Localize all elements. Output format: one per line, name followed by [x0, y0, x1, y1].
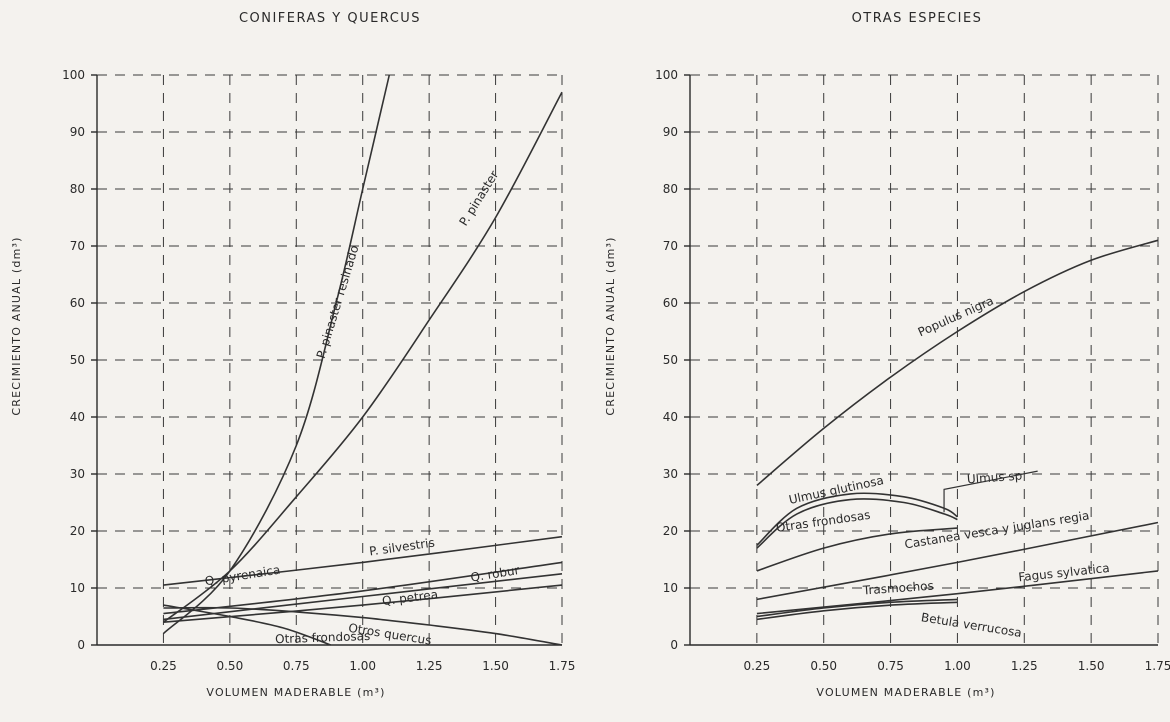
panel1-series-line-p-silvestris	[163, 535, 563, 586]
panel2-y-tick-label: 40	[663, 410, 678, 424]
panel1-x-tick-label: 1.25	[416, 659, 443, 673]
panel2-y-tick-label: 30	[663, 467, 678, 481]
panel1-y-tick-label: 40	[70, 410, 85, 424]
panel2-x-tick-label: 0.75	[877, 659, 904, 673]
panel1-y-tick-label: 80	[70, 182, 85, 196]
panel1-series-line-p-pinaster-resinado	[162, 74, 391, 635]
panel2-x-tick-label: 1.25	[1011, 659, 1038, 673]
panel1-series-label-q-pyrenaica: Q. pyrenaica	[204, 563, 281, 589]
panel2-series-line-fagus-sylvatica	[756, 570, 1159, 615]
panel2-series-line-populus-nigra	[756, 239, 1159, 487]
panel2-series-line-trasmochos	[756, 598, 958, 618]
panel1-y-tick-label: 60	[70, 296, 85, 310]
panel1-x-axis-label: VOLUMEN MADERABLE (m³)	[206, 686, 385, 699]
panel1-y-tick-label: 30	[70, 467, 85, 481]
panel2-series-line-betula-verrucosa	[756, 601, 958, 621]
panel2-y-tick-label: 50	[663, 353, 678, 367]
panel1-series-line-otras-frondosas	[163, 604, 332, 646]
panel2-series-label-betula-verrucosa: Betula verrucosa	[920, 610, 1023, 640]
panel1-series-line-q-pyrenaica	[163, 573, 563, 621]
panel2-y-tick-label: 80	[663, 182, 678, 196]
panel2-x-tick-label: 0.25	[743, 659, 770, 673]
panel1-chart-title: CONIFERAS Y QUERCUS	[239, 11, 421, 26]
panel1-x-tick-label: 1.00	[349, 659, 376, 673]
panel2-series-line-ulmus-sp	[756, 498, 958, 549]
panel1-series-line-otros-quercus	[163, 606, 563, 646]
panel2-y-tick-label: 70	[663, 239, 678, 253]
panel2-x-tick-label: 0.50	[810, 659, 837, 673]
panel2-y-axis-label: CRECIMIENTO ANUAL (dm³)	[604, 236, 617, 415]
panel1-series-label-q-petrea: Q. petrea	[381, 587, 438, 608]
panel1-y-tick-label: 10	[70, 581, 85, 595]
panel2-y-tick-label: 90	[663, 125, 678, 139]
panel1-y-axis-label: CRECIMIENTO ANUAL (dm³)	[10, 236, 23, 415]
panel1-y-tick-label: 20	[70, 524, 85, 538]
panel2-x-tick-label: 1.75	[1145, 659, 1170, 673]
panel2-x-axis-label: VOLUMEN MADERABLE (m³)	[816, 686, 995, 699]
panel1-x-tick-label: 1.75	[549, 659, 576, 673]
panel2-chart-title: OTRAS ESPECIES	[852, 11, 983, 26]
panel2-y-tick-label: 100	[655, 68, 678, 82]
panel1-series-label-otras-frondosas: Otras frondosas	[275, 629, 371, 646]
panel1-y-tick-label: 0	[77, 638, 85, 652]
panel1-y-tick-label: 100	[62, 68, 85, 82]
panel1-series-line-p-pinaster	[162, 91, 563, 623]
panel2-x-tick-label: 1.50	[1078, 659, 1105, 673]
panel2-x-tick-label: 1.00	[944, 659, 971, 673]
panel2-series-line-otras-frondosas	[756, 527, 958, 572]
panel2-series-line-castanea-vesca-y-juglans-regia	[756, 521, 1159, 601]
panel2-y-tick-label: 20	[663, 524, 678, 538]
panel2-y-tick-label: 0	[670, 638, 678, 652]
panel2-series-label-trasmochos: Trasmochos	[861, 579, 934, 598]
panel1-x-tick-label: 1.50	[482, 659, 509, 673]
panel2-y-tick-label: 10	[663, 581, 678, 595]
panel1-y-tick-label: 70	[70, 239, 85, 253]
panel1-series-label-p-pinaster-resinado: P. pinaster resinado	[314, 244, 362, 361]
panel2-y-tick-label: 60	[663, 296, 678, 310]
panel2-ulmus-sp-leader-line	[943, 470, 1038, 513]
panel1-y-tick-label: 90	[70, 125, 85, 139]
panel1-series-line-q-petrea	[163, 584, 563, 623]
panel2-series-line-ulmus-glutinosa	[756, 492, 958, 546]
panel1-y-tick-label: 50	[70, 353, 85, 367]
panel1-x-tick-label: 0.50	[216, 659, 243, 673]
panel1-x-tick-label: 0.75	[283, 659, 310, 673]
panel2-series-label-fagus-sylvatica: Fagus sylvatica	[1018, 561, 1111, 584]
panel1-x-tick-label: 0.25	[150, 659, 177, 673]
